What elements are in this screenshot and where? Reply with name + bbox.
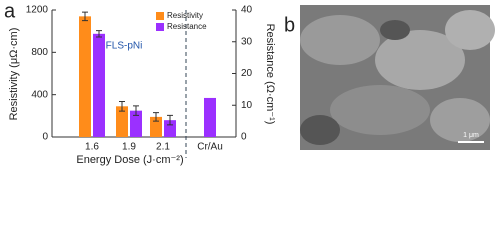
bar (116, 106, 128, 137)
bar (164, 120, 176, 137)
panel-label: b (284, 14, 295, 36)
bar (150, 116, 162, 137)
y2-label: Resistance (Ω·cm⁻¹) (264, 24, 276, 125)
annotation: FLS-pNi (106, 41, 143, 52)
x-tick-label: 2.1 (156, 142, 170, 153)
y2-tick-label: 0 (241, 132, 247, 143)
sem-image (300, 5, 495, 150)
y2-tick-label: 10 (241, 100, 253, 111)
error-bar (82, 11, 88, 22)
x-tick-label: Cr/Au (197, 142, 223, 153)
legend-swatch (156, 23, 164, 31)
error-bar (167, 114, 173, 126)
legend-swatch (156, 12, 164, 20)
legend-label: Resistance (167, 22, 207, 31)
legend-label: Resistivity (167, 11, 203, 20)
y2-tick-label: 40 (241, 5, 253, 16)
y-tick-label: 0 (42, 132, 48, 143)
y-label: Resistivity (μΩ·cm) (8, 28, 20, 121)
x-label: Energy Dose (J·cm⁻²) (76, 154, 183, 166)
x-tick-label: 1.6 (85, 142, 99, 153)
y-tick-label: 400 (31, 89, 48, 100)
bar (93, 33, 105, 137)
scale-bar-label: 1 μm (463, 132, 479, 139)
bar (79, 16, 91, 138)
error-bar (119, 101, 125, 112)
figure: a b FLS-pNi Energy Dose (J·cm⁻²) Resisti… (4, 0, 495, 166)
bar (130, 110, 142, 137)
bar (204, 97, 216, 137)
y2-tick-label: 20 (241, 68, 253, 79)
panel-label: a (4, 0, 16, 22)
error-bar (153, 112, 159, 122)
y-tick-label: 1200 (26, 5, 49, 16)
error-bar (133, 105, 139, 116)
error-bar (96, 30, 102, 38)
y2-tick-label: 30 (241, 36, 253, 47)
y-tick-label: 800 (31, 47, 48, 58)
x-tick-label: 1.9 (122, 142, 136, 153)
